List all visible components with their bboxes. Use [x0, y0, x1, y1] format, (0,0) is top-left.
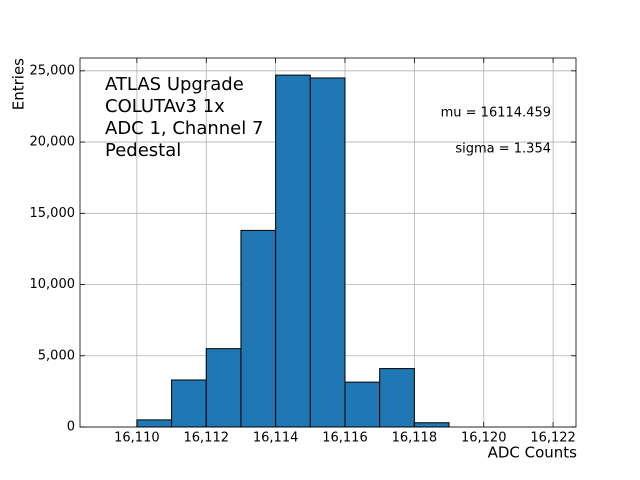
annotation-line: COLUTAv3 1x — [105, 96, 225, 117]
bar — [379, 368, 415, 428]
y-axis-label: Entries — [10, 58, 28, 110]
x-tick-label: 16,122 — [530, 431, 576, 446]
stat-label: sigma = 1.354 — [455, 142, 551, 157]
bar — [240, 229, 277, 428]
bar — [309, 77, 346, 428]
annotation-line: Pedestal — [105, 140, 181, 161]
bar — [413, 422, 450, 428]
y-tick-label: 10,000 — [30, 277, 76, 292]
bar — [275, 74, 311, 428]
x-axis-label: ADC Counts — [488, 444, 578, 462]
x-tick-label: 16,112 — [184, 431, 230, 446]
annotation-line: ATLAS Upgrade — [105, 74, 244, 95]
bar — [171, 379, 207, 428]
stat-label: mu = 16114.459 — [441, 106, 551, 121]
x-tick-label: 16,118 — [392, 431, 438, 446]
y-tick-label: 25,000 — [30, 63, 76, 78]
x-tick-label: 16,114 — [253, 431, 299, 446]
y-tick-label: 20,000 — [30, 135, 76, 150]
annotation-line: ADC 1, Channel 7 — [105, 118, 263, 139]
y-tick-label: 5,000 — [38, 348, 75, 363]
bar — [344, 381, 381, 428]
x-tick-label: 16,116 — [322, 431, 368, 446]
bar — [205, 348, 242, 428]
y-tick-label: 0 — [67, 420, 75, 435]
x-tick-label: 16,120 — [461, 431, 507, 446]
x-tick-label: 16,110 — [114, 431, 160, 446]
y-tick-label: 15,000 — [30, 206, 76, 221]
plot-frame — [79, 57, 577, 428]
bar — [136, 419, 173, 428]
